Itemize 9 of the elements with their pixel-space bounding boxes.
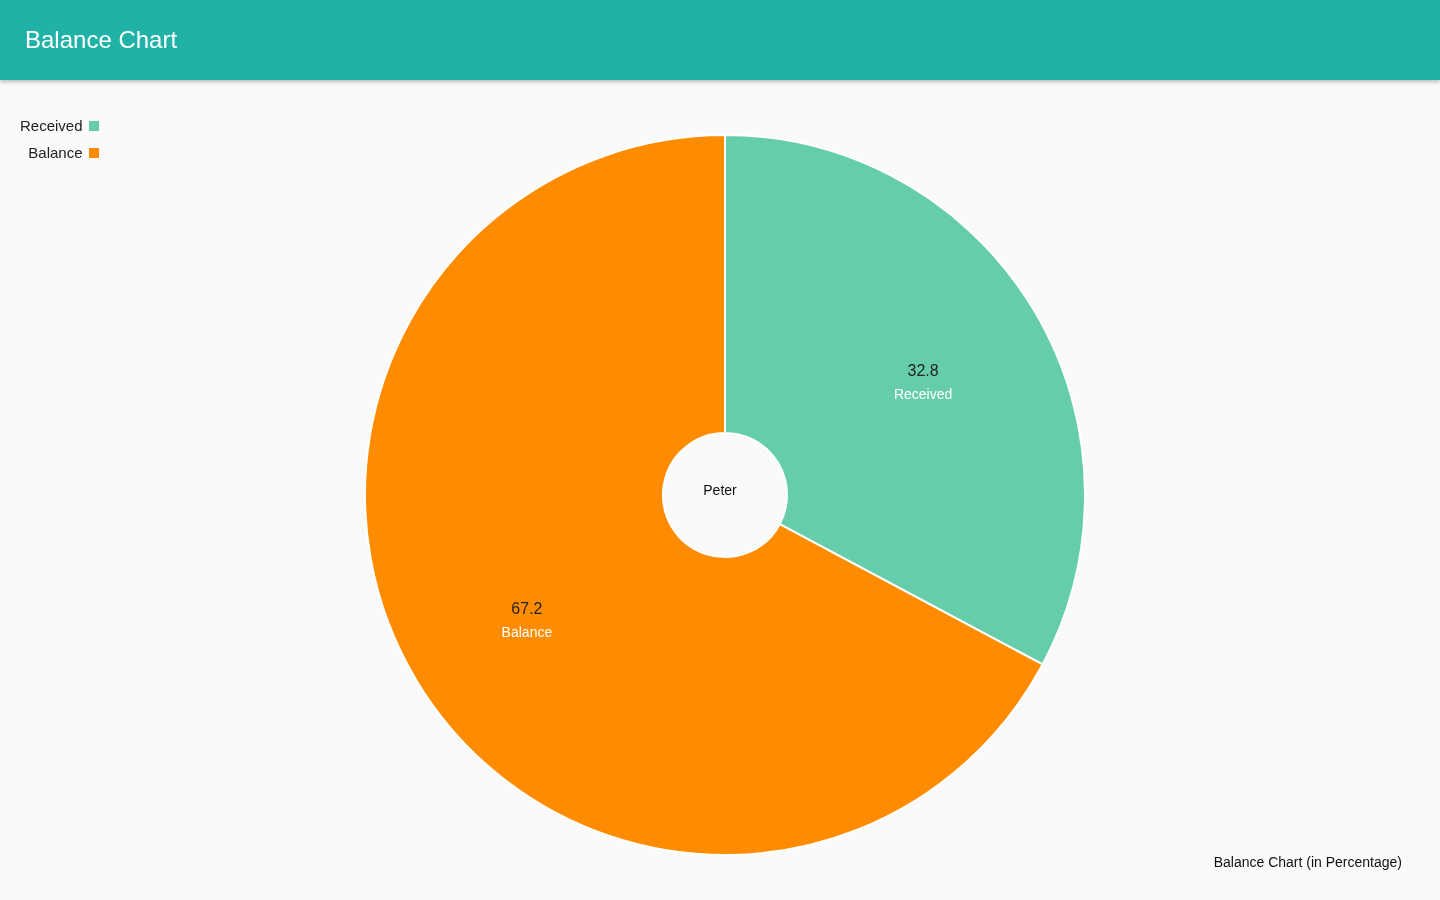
legend-label: Received xyxy=(20,117,83,134)
data-label: 67.2 xyxy=(511,599,543,617)
text: Peter xyxy=(703,482,738,498)
data-label: 32.8 xyxy=(907,362,939,380)
slice-label: Received xyxy=(893,386,953,403)
slice-label: Balance xyxy=(501,623,553,640)
chart-title: Balance Chart xyxy=(25,26,178,54)
text: Balance Chart (in Percentage) xyxy=(1213,854,1402,870)
legend-label: Balance xyxy=(28,144,83,161)
